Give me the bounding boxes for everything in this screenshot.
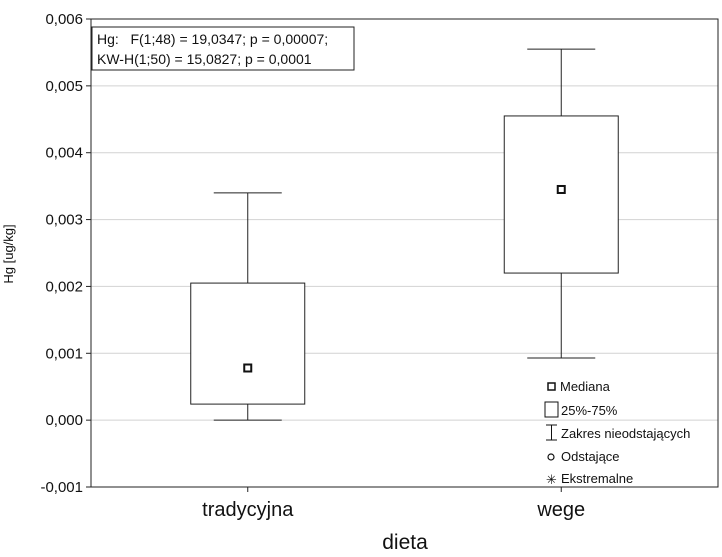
y-tick-label: 0,002 xyxy=(45,278,83,295)
y-tick-label: 0,005 xyxy=(45,78,83,95)
gridlines xyxy=(91,85,718,421)
x-axis-title: dieta xyxy=(382,531,428,554)
annotation-line-1: Hg: F(1;48) = 19,0347; p = 0,00007; xyxy=(97,31,328,47)
x-tick-label: tradycyjna xyxy=(202,499,294,521)
y-tick-label: 0,001 xyxy=(45,345,83,362)
iqr-box xyxy=(190,282,306,405)
y-tick-label: 0,003 xyxy=(45,212,83,229)
plot-frame xyxy=(90,18,719,488)
x-tick-label: wege xyxy=(536,499,585,521)
box-tradycyjna xyxy=(190,192,306,421)
legend-box-symbol xyxy=(544,401,559,418)
y-axis-title: Hg [ug/kg] xyxy=(1,224,16,283)
box-wege xyxy=(503,48,619,359)
legend-extreme-label: Ekstremalne xyxy=(561,471,633,486)
legend-outlier-symbol xyxy=(547,453,555,461)
stats-annotation: Hg: F(1;48) = 19,0347; p = 0,00007; KW-H… xyxy=(91,26,355,71)
legend-extreme-symbol: ✳ xyxy=(546,472,557,487)
annotation-box xyxy=(91,26,355,71)
legend: Mediana 25%-75% Zakres nieodstających Od… xyxy=(544,379,690,487)
legend-whisker-symbol xyxy=(546,424,557,441)
boxes xyxy=(190,48,619,421)
y-tick-label: 0,006 xyxy=(45,11,83,28)
iqr-box xyxy=(503,115,619,274)
legend-box-label: 25%-75% xyxy=(561,403,618,418)
legend-whisker-label: Zakres nieodstających xyxy=(561,426,690,441)
median-marker xyxy=(243,363,253,373)
y-tick-label: 0,004 xyxy=(45,145,83,162)
annotation-line-2: KW-H(1;50) = 15,0827; p = 0,0001 xyxy=(97,51,312,67)
legend-outlier-label: Odstające xyxy=(561,449,620,464)
y-tick-label: -0,001 xyxy=(40,479,83,496)
legend-median-symbol xyxy=(547,382,556,391)
y-tick-label: 0,000 xyxy=(45,412,83,429)
x-axis-ticks: tradycyjna wege xyxy=(202,487,585,521)
median-marker xyxy=(556,184,566,194)
legend-median-label: Mediana xyxy=(560,379,611,394)
y-axis-ticks: -0,001 0,000 0,001 0,002 0,003 0,004 0,005 0,00… xyxy=(40,11,91,496)
